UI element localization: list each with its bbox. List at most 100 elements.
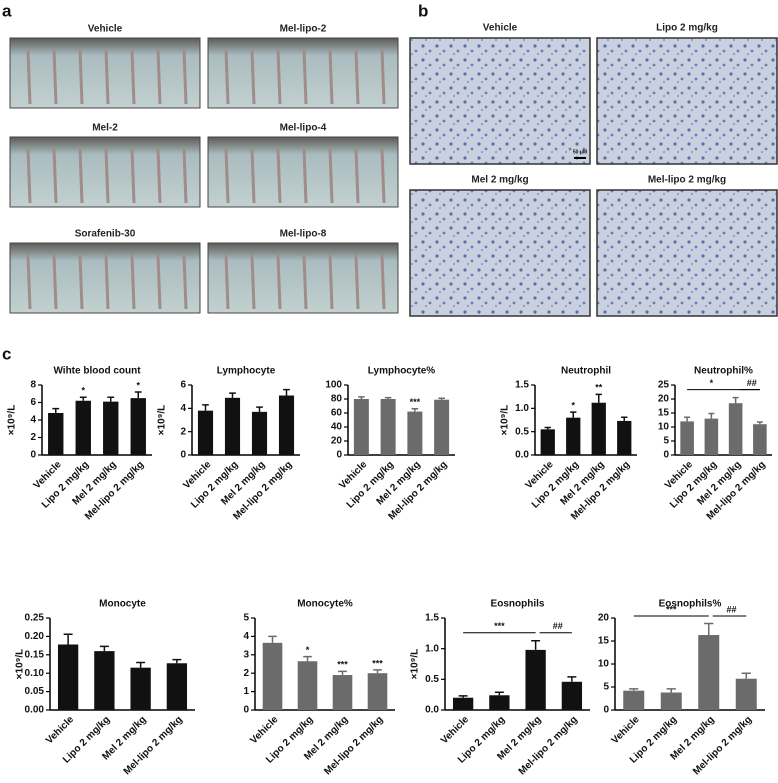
significance-mark: * — [136, 380, 140, 390]
y-tick-label: 0.5 — [425, 674, 439, 685]
photo-label: Mel-lipo 2 mg/kg — [648, 175, 726, 186]
error-bar — [79, 396, 87, 401]
photo-label: Mel-lipo-2 — [280, 24, 327, 35]
bar — [591, 402, 606, 455]
y-tick-label: 100 — [325, 380, 342, 391]
significance-mark: ** — [595, 383, 603, 393]
bar — [166, 663, 188, 710]
chart-title: Eosnophils% — [659, 599, 722, 610]
chart-title: Neutrophil — [561, 366, 611, 377]
bar — [660, 692, 682, 710]
y-tick-label: 0.25 — [25, 613, 45, 624]
error-bar — [732, 396, 739, 404]
bar — [380, 399, 396, 455]
error-bar — [384, 396, 392, 399]
tail — [328, 254, 334, 310]
error-bar — [595, 393, 602, 403]
error-bar — [202, 404, 209, 411]
error-bar — [268, 635, 277, 643]
y-tick-label: 20 — [658, 394, 670, 405]
error-bar — [107, 396, 115, 402]
y-tick-label: 0.15 — [25, 649, 45, 660]
tail — [52, 148, 58, 204]
bar — [48, 413, 64, 455]
y-tick-label: 5 — [603, 682, 609, 693]
error-bar — [438, 397, 445, 400]
error-bar — [99, 645, 109, 652]
bar — [704, 418, 719, 455]
tail — [224, 254, 230, 310]
photo-label: Mel-lipo-4 — [280, 123, 327, 134]
bar — [262, 642, 283, 710]
error-bar — [741, 672, 751, 679]
y-tick-label: 0.10 — [25, 668, 45, 679]
chart-title: Lymphocyte — [217, 366, 276, 377]
y-tick-label: 0 — [336, 450, 342, 461]
bar — [367, 673, 388, 710]
significance-mark: *** — [337, 660, 348, 670]
y-tick-label: 0.0 — [515, 450, 529, 461]
tail — [156, 148, 162, 204]
bar — [75, 400, 91, 455]
bar — [130, 398, 146, 455]
error-bar — [411, 408, 419, 412]
error-bar — [458, 695, 468, 698]
bar — [561, 681, 583, 710]
tail — [156, 254, 162, 310]
mouse-tail-photo — [9, 37, 201, 109]
bar — [332, 675, 353, 710]
bar — [130, 667, 151, 710]
y-tick-label: 6 — [30, 397, 36, 408]
y-tick-label: 0 — [243, 705, 249, 716]
error-bar — [63, 633, 73, 645]
bar — [353, 399, 369, 455]
y-tick-label: 15 — [598, 636, 610, 647]
y-tick-label: 10 — [598, 659, 610, 670]
bar — [489, 695, 510, 710]
error-bar — [567, 676, 577, 682]
photo-label: Lipo 2 mg/kg — [656, 23, 718, 34]
tail — [276, 148, 282, 204]
bar — [224, 397, 241, 455]
y-axis-label: ×10⁹/L — [15, 649, 26, 680]
histology-image — [409, 189, 591, 317]
tail — [250, 49, 256, 105]
tail — [276, 49, 282, 105]
tail — [302, 254, 308, 310]
bar — [753, 424, 767, 455]
bar — [407, 411, 423, 455]
panel-label: a — [2, 1, 12, 20]
y-tick-label: 20 — [598, 613, 610, 624]
y-tick-label: 0.20 — [25, 631, 45, 642]
y-tick-label: 60 — [331, 408, 343, 419]
bar — [197, 410, 214, 455]
y-tick-label: 15 — [658, 408, 670, 419]
error-bar — [704, 622, 714, 636]
panel-label: c — [2, 344, 11, 363]
tail — [354, 254, 360, 310]
y-tick-label: 5 — [243, 613, 249, 624]
tail — [354, 148, 360, 204]
y-tick-label: 1 — [243, 686, 249, 697]
y-tick-label: 0.05 — [25, 686, 45, 697]
y-tick-label: 0 — [603, 705, 609, 716]
y-tick-label: 1.0 — [515, 403, 529, 414]
comparison-label: *** — [666, 604, 677, 614]
comparison-label: *** — [494, 621, 505, 631]
tail — [250, 254, 256, 310]
error-bar — [229, 392, 236, 398]
tail — [182, 254, 188, 310]
x-tick-label: Vehicle — [610, 714, 642, 746]
tail — [26, 148, 32, 204]
y-tick-label: 40 — [331, 422, 343, 433]
tail — [302, 148, 308, 204]
error-bar — [708, 412, 715, 419]
histology-image — [596, 189, 778, 317]
mouse-tail-photo — [207, 37, 399, 109]
bar — [617, 420, 632, 455]
bar — [728, 403, 743, 455]
tail — [130, 148, 136, 204]
bar — [57, 644, 79, 710]
significance-mark: *** — [410, 397, 421, 407]
